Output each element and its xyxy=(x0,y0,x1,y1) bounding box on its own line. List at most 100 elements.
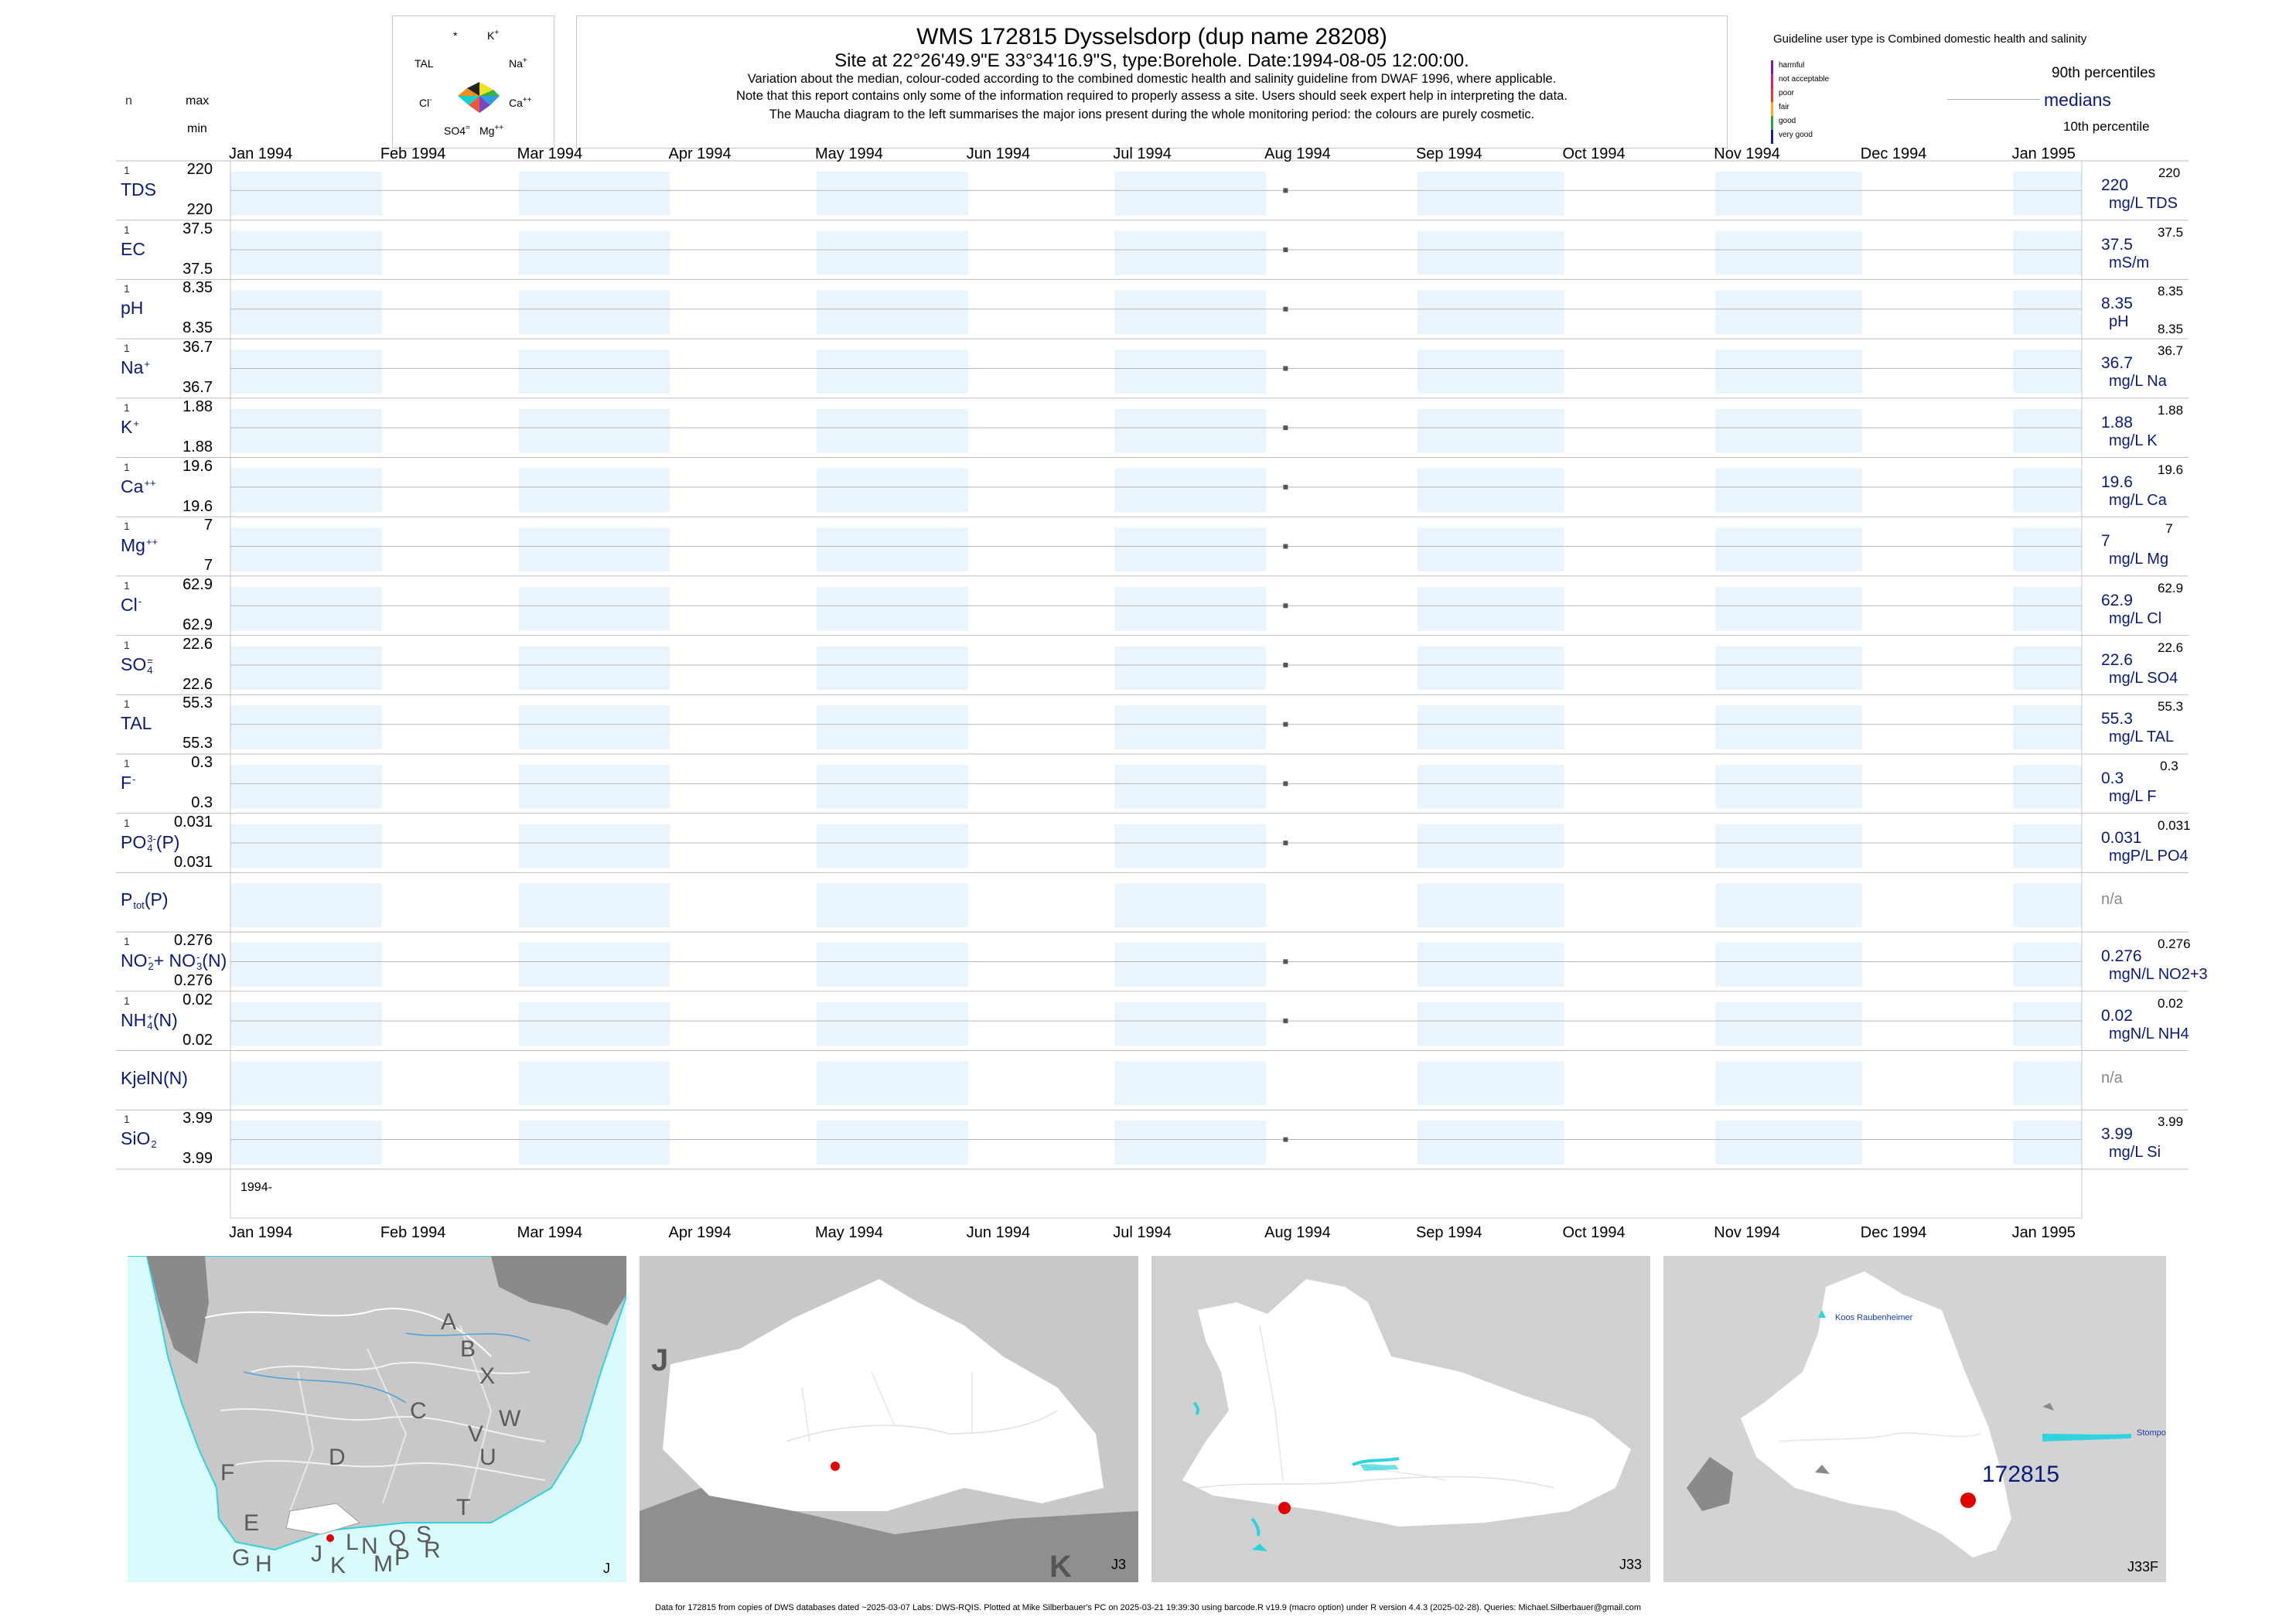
footer-credits: Data for 172815 from copies of DWS datab… xyxy=(655,1603,1641,1612)
row-p90-NH4: 0.02 xyxy=(2158,995,2184,1011)
row-median-EC: 37.5 xyxy=(2101,235,2133,254)
place-label-1: Koos Raubenheimer xyxy=(1835,1313,1913,1322)
row-unit-NH4: mgN/L NH4 xyxy=(2109,1025,2189,1042)
month-band xyxy=(1114,705,1267,749)
month-band xyxy=(816,468,968,513)
drainage-region-X: X xyxy=(479,1363,495,1389)
row-label-KjelN: KjelN(N) xyxy=(121,1067,188,1088)
row-n-K: 1 xyxy=(124,401,130,414)
month-band xyxy=(2013,883,2082,928)
month-band xyxy=(816,1121,968,1165)
row-min-TAL: 55.3 xyxy=(183,735,213,752)
row-min-SO4: 22.6 xyxy=(183,675,213,693)
row-p90-pH: 8.35 xyxy=(2158,284,2184,299)
bottom-month-label: Oct 1994 xyxy=(1562,1224,1626,1241)
month-band xyxy=(518,1121,670,1165)
top-month-label: Dec 1994 xyxy=(1860,145,1927,162)
month-band xyxy=(2013,408,2082,453)
month-band xyxy=(816,705,968,749)
row-label-TDS: TDS xyxy=(121,179,156,200)
month-band xyxy=(518,350,670,394)
drainage-region-K: K xyxy=(330,1553,346,1578)
row-label-Mg: Mg ++ xyxy=(121,535,159,556)
map-site-marker xyxy=(326,1534,334,1542)
row-min-NH4: 0.02 xyxy=(183,1031,213,1049)
row-label-K: K + xyxy=(121,416,139,437)
note-line-2: Note that this report contains only some… xyxy=(736,89,1568,103)
col-header-n: n xyxy=(125,94,132,107)
drainage-region-S: S xyxy=(416,1522,432,1547)
note-line-1: Variation about the median, colour-coded… xyxy=(747,72,1557,86)
maucha-wedge xyxy=(479,82,493,96)
month-band xyxy=(1114,527,1267,571)
map-j33-svg: J33 xyxy=(1151,1256,1650,1582)
month-band xyxy=(1114,468,1267,513)
month-band xyxy=(1417,586,1564,631)
top-month-label: Jan 1994 xyxy=(229,145,293,162)
year-label: 1994- xyxy=(241,1181,272,1194)
row-min-SiO2: 3.99 xyxy=(183,1150,213,1168)
row-label-NO2+NO3: NO -2 + NO -3 (N) xyxy=(121,950,227,973)
maucha-label-so4: SO4= xyxy=(444,124,470,137)
chart-area: 1 220 220 TDS 220 mg/L TDS 220 1 37.5 37.5 EC 37.5 m… xyxy=(116,145,2208,1241)
data-point-F xyxy=(1283,781,1288,786)
month-band xyxy=(518,646,670,691)
map-3-label: J33 xyxy=(1619,1557,1642,1572)
row-label-SiO2: SiO 2 xyxy=(121,1128,157,1151)
legend-swatch-harmful xyxy=(1771,60,1773,74)
month-band xyxy=(1715,586,1862,631)
j3-big-letter: J xyxy=(651,1343,668,1377)
month-band xyxy=(2013,172,2082,216)
row-p90-Na: 36.7 xyxy=(2158,343,2184,359)
row-n-NH4: 1 xyxy=(124,994,130,1007)
month-band xyxy=(1715,883,1862,928)
month-band xyxy=(816,646,968,691)
j33f-site-label: 172815 xyxy=(1982,1462,2059,1487)
row-n-NO2+NO3: 1 xyxy=(124,935,130,948)
data-point-Cl xyxy=(1283,603,1288,609)
month-band xyxy=(1417,290,1564,335)
data-point-TAL xyxy=(1283,722,1288,727)
row-median-F: 0.3 xyxy=(2101,769,2124,787)
row-min-EC: 37.5 xyxy=(183,260,213,278)
row-median-KjelN: n/a xyxy=(2101,1069,2123,1087)
month-band xyxy=(230,1121,382,1165)
month-band xyxy=(230,646,382,691)
month-band xyxy=(1114,883,1267,928)
row-p90-Cl: 62.9 xyxy=(2158,580,2184,595)
legend-p90: 90th percentiles xyxy=(2052,65,2156,81)
bottom-month-label: Aug 1994 xyxy=(1264,1224,1331,1241)
row-p90-TAL: 55.3 xyxy=(2158,699,2184,715)
title-box: WMS 172815 Dysselsdorp (dup name 28208) … xyxy=(576,15,1728,148)
drainage-region-W: W xyxy=(499,1406,521,1431)
row-label-TAL: TAL xyxy=(121,713,152,734)
row-label-PO4: PO 3- 4 (P) xyxy=(121,831,180,854)
drainage-region-Q: Q xyxy=(388,1526,406,1551)
month-band xyxy=(1114,230,1267,275)
row-max-Na: 36.7 xyxy=(183,339,213,357)
guideline-legend: harmful not acceptable poor fair good very go… xyxy=(1763,60,1871,144)
drainage-region-V: V xyxy=(468,1421,483,1447)
row-n-Cl: 1 xyxy=(124,578,130,592)
month-band xyxy=(816,527,968,571)
month-band xyxy=(518,586,670,631)
top-month-label: Sep 1994 xyxy=(1415,145,1482,162)
drainage-region-B: B xyxy=(460,1336,476,1362)
month-band xyxy=(230,230,382,275)
row-label-Cl: Cl - xyxy=(121,594,142,615)
maucha-diagram: * K+TAL Na+Cl- Ca++SO4= Mg++ xyxy=(415,29,532,137)
map-j33: J33 xyxy=(1151,1256,1650,1582)
time-series-chart xyxy=(116,160,2189,1219)
month-band xyxy=(1417,408,1564,453)
row-p90-SO4: 22.6 xyxy=(2158,640,2184,655)
row-max-NH4: 0.02 xyxy=(183,991,213,1008)
month-band xyxy=(1417,1121,1564,1165)
month-band xyxy=(518,172,670,216)
maucha-wedge xyxy=(469,96,479,113)
maucha-wedge xyxy=(467,82,479,96)
row-unit-K: mg/L K xyxy=(2109,432,2158,449)
drainage-region-N: N xyxy=(361,1534,378,1559)
row-median-Ca: 19.6 xyxy=(2101,473,2133,491)
month-band xyxy=(230,1001,382,1046)
month-band xyxy=(1417,468,1564,513)
